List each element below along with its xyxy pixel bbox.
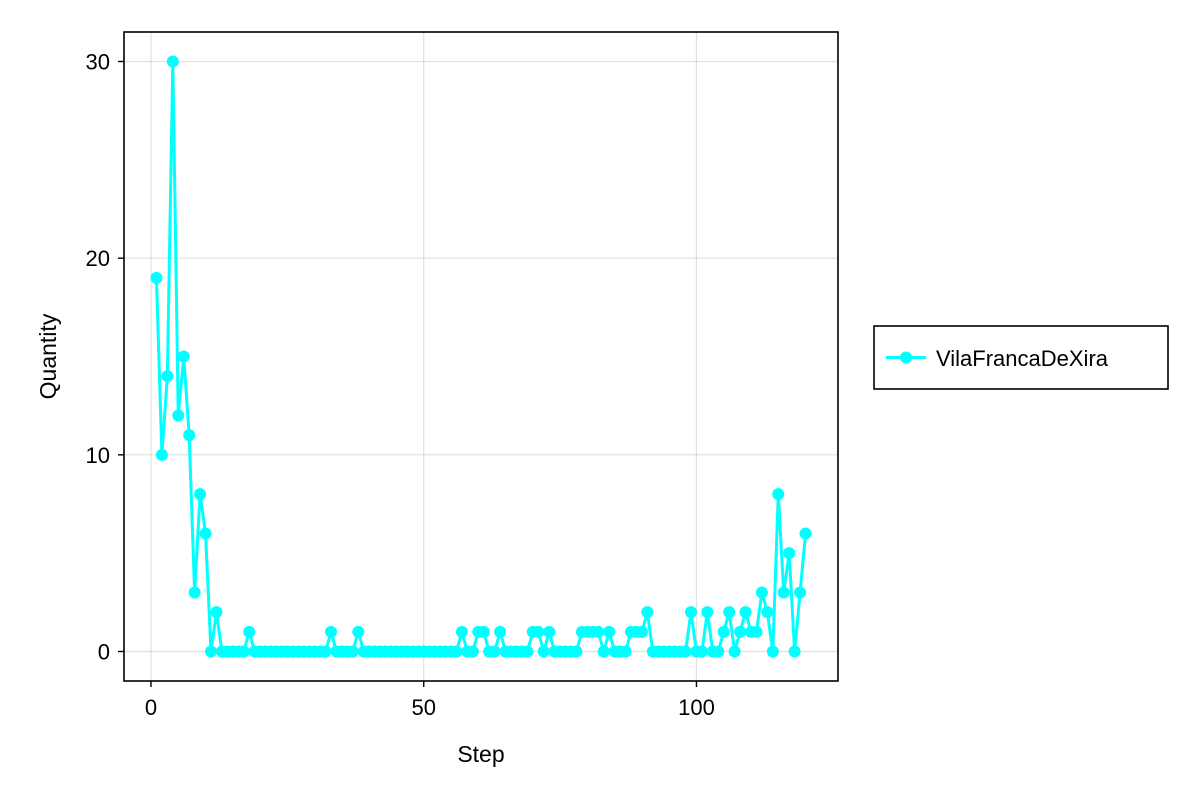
data-point xyxy=(477,625,490,638)
y-tick-label: 30 xyxy=(86,50,110,75)
grid xyxy=(124,32,838,681)
data-point xyxy=(695,645,708,658)
data-point xyxy=(641,606,654,619)
data-point xyxy=(723,606,736,619)
data-point xyxy=(772,488,785,501)
data-point xyxy=(679,645,692,658)
data-point xyxy=(450,645,463,658)
data-point xyxy=(155,448,168,461)
data-point xyxy=(603,625,616,638)
data-point xyxy=(177,350,190,363)
data-point xyxy=(243,625,256,638)
data-point xyxy=(183,429,196,442)
data-point xyxy=(319,645,332,658)
y-tick-label: 10 xyxy=(86,443,110,468)
data-point xyxy=(619,645,632,658)
data-point xyxy=(205,645,217,658)
y-tick-label: 0 xyxy=(98,640,110,665)
legend-marker-swatch xyxy=(900,351,912,364)
data-point xyxy=(755,586,768,599)
axis-ticks: 0 50 100 0 10 20 30 xyxy=(86,50,715,721)
y-tick-label: 20 xyxy=(86,246,110,271)
data-point xyxy=(521,645,534,658)
data-point xyxy=(788,645,801,658)
data-point xyxy=(734,625,747,638)
data-point xyxy=(799,527,812,540)
data-point xyxy=(766,645,779,658)
y-axis-label: Quantity xyxy=(35,313,61,399)
series-line xyxy=(154,60,808,653)
data-point xyxy=(532,625,545,638)
plot-frame xyxy=(123,31,839,682)
data-point xyxy=(199,527,212,540)
data-point xyxy=(172,409,185,422)
data-point xyxy=(346,645,359,658)
x-tick-label: 0 xyxy=(145,695,157,720)
data-point xyxy=(188,586,201,599)
data-point xyxy=(466,645,479,658)
legend-entry-label: VilaFrancaDeXira xyxy=(936,346,1109,371)
data-point xyxy=(210,606,223,619)
data-point xyxy=(712,645,725,658)
x-axis-label: Step xyxy=(457,741,504,767)
data-point xyxy=(794,586,807,599)
data-point xyxy=(728,645,741,658)
data-point xyxy=(685,606,697,619)
data-point xyxy=(161,370,174,383)
legend: VilaFrancaDeXira xyxy=(873,325,1169,390)
data-point xyxy=(494,625,507,638)
data-point xyxy=(537,645,550,658)
data-point xyxy=(325,625,337,638)
data-point xyxy=(592,625,605,638)
data-point xyxy=(488,645,501,658)
data-point xyxy=(194,488,207,501)
data-point xyxy=(455,625,468,638)
data-point xyxy=(237,645,250,658)
data-point xyxy=(166,55,179,68)
data-point xyxy=(739,606,752,619)
data-point xyxy=(597,645,610,658)
data-point xyxy=(783,547,796,560)
data-point xyxy=(635,625,648,638)
data-point xyxy=(761,606,774,619)
data-point xyxy=(701,606,714,619)
data-point xyxy=(717,625,730,638)
data-point xyxy=(750,625,763,638)
x-tick-label: 50 xyxy=(411,695,435,720)
data-point xyxy=(777,586,790,599)
data-point xyxy=(570,645,583,658)
x-tick-label: 100 xyxy=(678,695,715,720)
data-point xyxy=(352,625,365,638)
data-point xyxy=(150,271,163,284)
series-layer xyxy=(150,55,812,658)
data-point xyxy=(543,625,556,638)
